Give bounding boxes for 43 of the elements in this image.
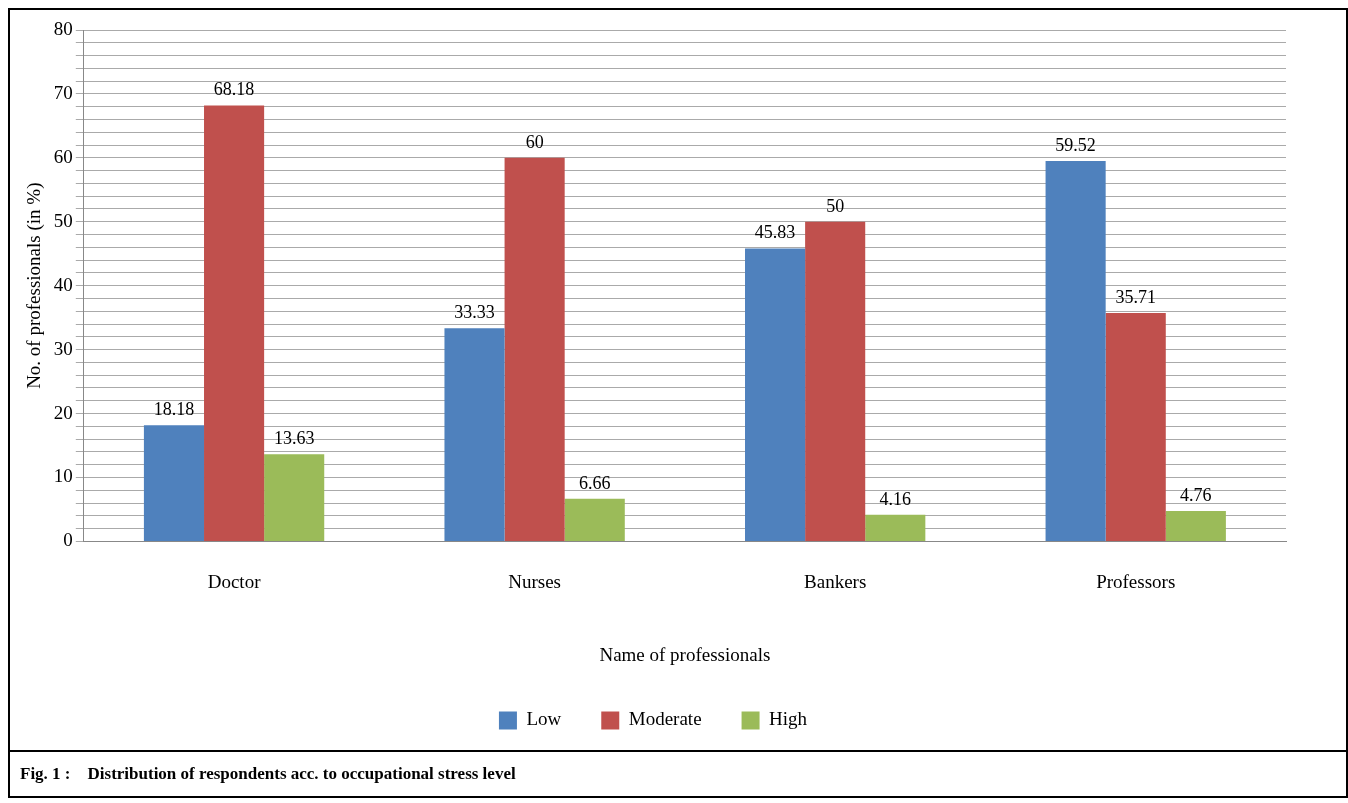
y-tick-label: 40	[53, 273, 73, 295]
legend-label: High	[769, 708, 808, 730]
bar	[264, 454, 325, 541]
data-label: 4.76	[1180, 484, 1212, 505]
y-tick-label: 0	[63, 529, 73, 551]
data-label: 68.18	[213, 79, 255, 100]
data-label: 6.66	[578, 472, 611, 493]
bar	[444, 328, 505, 541]
x-tick-label: Professors	[1096, 570, 1176, 592]
y-tick-label: 30	[53, 337, 73, 359]
data-label: 50	[826, 195, 845, 216]
bar	[504, 157, 565, 541]
x-axis-title: Name of professionals	[599, 643, 771, 665]
bar	[1105, 313, 1166, 541]
x-tick-label: Nurses	[508, 570, 562, 592]
bar	[805, 221, 866, 541]
data-label: 59.52	[1055, 134, 1096, 155]
bar	[204, 105, 265, 541]
y-tick-label: 20	[53, 401, 73, 423]
x-tick-label: Bankers	[804, 570, 867, 592]
bar	[143, 425, 205, 541]
legend-label: Low	[526, 708, 562, 730]
data-label: 60	[525, 131, 544, 152]
data-label: 4.16	[879, 488, 912, 509]
y-axis-title: No. of professionals (in %)	[23, 182, 46, 389]
y-tick-label: 60	[53, 145, 73, 167]
data-label: 45.83	[754, 222, 796, 243]
bar	[1165, 510, 1226, 541]
bar	[564, 498, 625, 541]
y-tick-label: 50	[53, 209, 73, 231]
x-tick-label: Doctor	[207, 570, 262, 592]
text: Fig. 1 : Distribution of respondents acc. to occupational stress level	[10, 750, 1346, 796]
y-tick-label: 80	[53, 17, 73, 39]
bar	[745, 248, 806, 541]
y-tick-label: 10	[53, 465, 73, 487]
bar	[865, 514, 926, 541]
bar	[1045, 160, 1106, 541]
data-label: 18.18	[153, 398, 195, 419]
data-label: 33.33	[454, 302, 495, 323]
data-label: 35.71	[1115, 286, 1156, 307]
y-tick-label: 70	[53, 81, 73, 103]
legend-label: Moderate	[628, 708, 702, 730]
data-label: 13.63	[273, 428, 315, 448]
